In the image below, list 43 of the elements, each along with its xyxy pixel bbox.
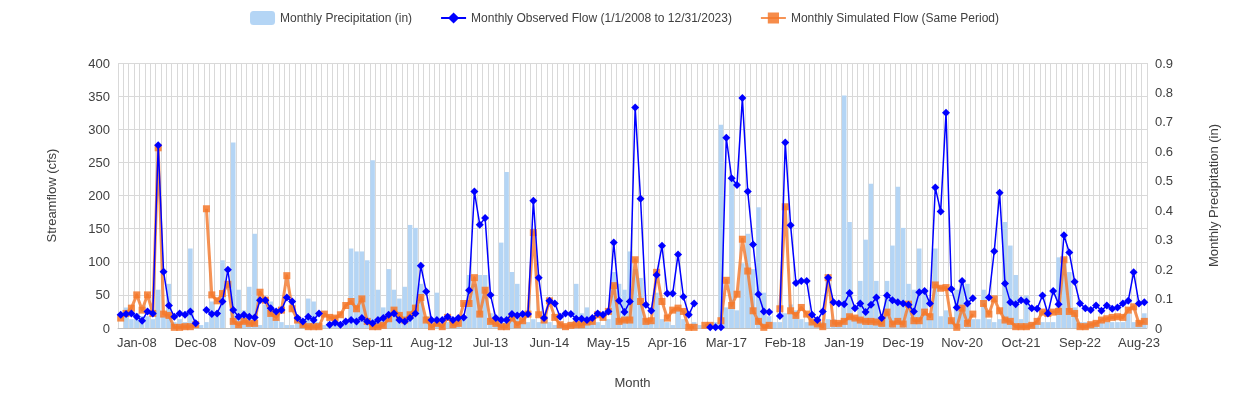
y2-tick-label: 0.8 bbox=[1155, 84, 1174, 100]
legend-label: Monthly Observed Flow (1/1/2008 to 12/31/2023) bbox=[471, 11, 732, 25]
x-tick-label: Jun-14 bbox=[529, 335, 570, 350]
x-tick-label: Nov-09 bbox=[233, 335, 276, 350]
y-tick-label: 50 bbox=[95, 287, 110, 303]
x-tick-label: Oct-10 bbox=[294, 335, 334, 350]
x-tick-label: Feb-18 bbox=[764, 335, 806, 350]
x-tick-label: Apr-16 bbox=[647, 335, 687, 350]
y2-tick-label: 0.3 bbox=[1155, 232, 1174, 248]
x-tick-label: Jan-19 bbox=[824, 335, 865, 350]
x-tick-label: Dec-19 bbox=[882, 335, 925, 350]
y-tick-label: 150 bbox=[88, 221, 110, 237]
y-tick-label: 0 bbox=[102, 320, 110, 336]
y2-tick-label: 0.6 bbox=[1155, 143, 1174, 159]
legend-label: Monthly Precipitation (in) bbox=[280, 11, 413, 25]
x-tick-label: Jan-08 bbox=[116, 335, 157, 350]
y2-tick-label: 0 bbox=[1155, 320, 1163, 336]
y2-tick-label: 0.5 bbox=[1155, 173, 1174, 189]
y2-tick-label: 0.7 bbox=[1155, 114, 1174, 130]
y-tick-label: 350 bbox=[88, 88, 110, 104]
x-tick-label: Dec-08 bbox=[174, 335, 217, 350]
x-tick-label: Aug-23 bbox=[1118, 335, 1160, 350]
y2-tick-label: 0.4 bbox=[1155, 202, 1174, 218]
y2-tick-label: 0.1 bbox=[1155, 291, 1174, 307]
y-tick-label: 100 bbox=[88, 254, 110, 270]
x-tick-label: Nov-20 bbox=[941, 335, 984, 350]
x-tick-label: Jul-13 bbox=[472, 335, 509, 350]
legend-label: Monthly Simulated Flow (Same Period) bbox=[790, 11, 999, 25]
x-tick-label: Sep-22 bbox=[1059, 335, 1101, 350]
x-axis-title: Month bbox=[614, 375, 651, 390]
y2-axis-title: Monthly Precipitation (in) bbox=[1206, 123, 1221, 268]
y-axis-title: Streamflow (cfs) bbox=[44, 148, 59, 243]
x-tick-label: Aug-12 bbox=[410, 335, 453, 350]
y2-tick-label: 0.2 bbox=[1155, 261, 1174, 277]
y2-tick-label: 0.9 bbox=[1155, 55, 1174, 71]
x-tick-label: Oct-21 bbox=[1001, 335, 1041, 350]
y-tick-label: 300 bbox=[88, 121, 110, 137]
y-tick-label: 250 bbox=[88, 154, 110, 170]
y-tick-label: 200 bbox=[88, 188, 110, 203]
x-tick-label: Sep-11 bbox=[352, 335, 394, 350]
y-tick-label: 400 bbox=[88, 55, 110, 71]
x-tick-label: May-15 bbox=[586, 335, 631, 350]
x-tick-label: Mar-17 bbox=[705, 335, 747, 350]
